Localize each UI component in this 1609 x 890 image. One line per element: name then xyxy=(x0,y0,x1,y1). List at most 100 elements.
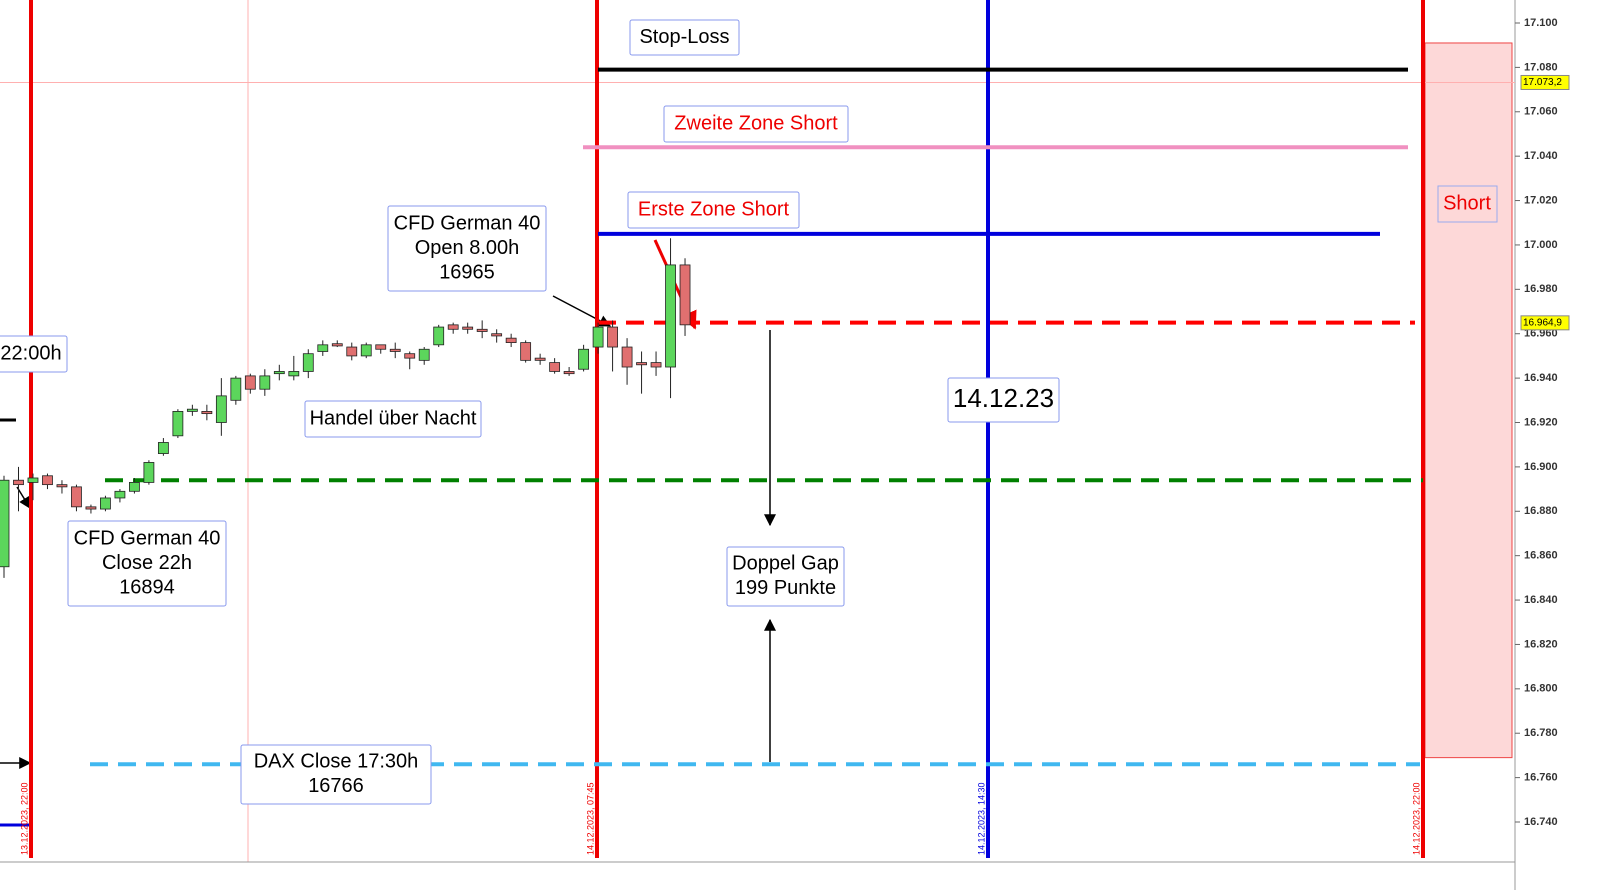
candle-body xyxy=(636,362,647,366)
annotation-text: Erste Zone Short xyxy=(638,198,790,220)
candle-body xyxy=(346,346,358,357)
candle-body xyxy=(578,348,589,370)
price-label-box xyxy=(1520,74,1570,90)
candle-body xyxy=(157,442,169,454)
annotation-box xyxy=(947,377,1060,423)
short-zone xyxy=(1424,42,1513,759)
candle-body xyxy=(100,497,111,510)
candle-body xyxy=(129,482,140,492)
candle-body xyxy=(302,353,314,372)
candle-body xyxy=(418,348,430,361)
annotation-text: Handel über Nacht xyxy=(310,407,477,429)
annotation-text: DAX Close 17:30h xyxy=(254,751,419,773)
candle-body xyxy=(172,411,184,437)
candle-body xyxy=(0,479,10,568)
candle-body xyxy=(389,348,401,352)
candle-body xyxy=(215,395,227,423)
annotation-text: 16965 xyxy=(439,261,495,283)
candle-body xyxy=(505,337,517,343)
short-label-box xyxy=(1437,185,1498,223)
candle-body xyxy=(621,346,633,368)
price-label-box xyxy=(1520,315,1570,331)
candle-body xyxy=(650,362,662,368)
candle-body xyxy=(607,326,618,348)
candle-body xyxy=(476,328,488,332)
candle-body xyxy=(230,377,242,401)
y-tick-label: 16.800 xyxy=(1524,683,1558,695)
price-label: 16.964,9 xyxy=(1523,317,1562,328)
annotation-box xyxy=(627,191,800,229)
candle-body xyxy=(244,375,256,390)
arrow xyxy=(16,486,31,510)
candle-body xyxy=(273,371,285,375)
annotation-text: 16894 xyxy=(119,576,175,598)
candle-body xyxy=(462,326,474,330)
time-marker-label: 14.12.2023, 07:45 xyxy=(585,782,595,855)
annotation-text: 14.12.23 xyxy=(953,383,1054,413)
price-label: 17.073,2 xyxy=(1523,77,1562,88)
y-tick-label: 16.780 xyxy=(1524,727,1558,739)
candle-body xyxy=(71,486,82,508)
annotation-text: Close 22h xyxy=(102,552,192,574)
annotation-box xyxy=(304,400,482,438)
candle-body xyxy=(201,411,213,415)
candle-body xyxy=(317,344,329,352)
y-tick-label: 16.740 xyxy=(1524,816,1558,828)
candle-body xyxy=(27,477,39,483)
candle-body xyxy=(520,342,532,361)
time-marker-label: 14.12.2023, 14:30 xyxy=(976,782,986,855)
y-tick-label: 16.940 xyxy=(1524,372,1558,384)
candle-body xyxy=(549,362,561,372)
time-marker-label: 13.12.2023, 22:00 xyxy=(19,782,29,855)
annotation-box xyxy=(726,546,845,607)
annotation-box xyxy=(663,105,849,143)
y-tick-label: 16.760 xyxy=(1524,772,1558,784)
candle-body xyxy=(85,506,97,510)
short-label: Short xyxy=(1443,192,1491,214)
candle-body xyxy=(447,324,459,330)
annotation-box xyxy=(629,19,740,56)
candle-body xyxy=(360,344,372,357)
y-tick-label: 16.840 xyxy=(1524,594,1558,606)
y-tick-label: 17.000 xyxy=(1524,239,1558,251)
candle-body xyxy=(259,375,271,390)
annotation-text: Zweite Zone Short xyxy=(674,112,838,134)
candle-body xyxy=(491,333,503,337)
candle-body xyxy=(592,326,604,348)
candle-body xyxy=(186,408,198,412)
annotation-box xyxy=(0,335,68,373)
candle-body xyxy=(143,462,155,483)
candle-body xyxy=(42,475,53,486)
candle-body xyxy=(13,479,24,486)
annotation-text: 22:00h xyxy=(0,342,61,364)
annotation-text: CFD German 40 xyxy=(74,527,221,549)
annotation-text: Open 8.00h xyxy=(415,237,520,259)
annotation-text: CFD German 40 xyxy=(394,212,541,234)
candle-body xyxy=(433,326,445,346)
candle-body xyxy=(679,264,691,326)
y-tick-label: 17.060 xyxy=(1524,106,1558,118)
candle-body xyxy=(375,344,387,350)
candle-body xyxy=(56,484,68,488)
candle-body xyxy=(288,371,300,377)
annotation-text: Stop-Loss xyxy=(639,26,729,48)
y-tick-label: 17.100 xyxy=(1524,17,1558,29)
candle-body xyxy=(114,490,126,499)
y-tick-label: 16.960 xyxy=(1524,328,1558,340)
y-tick-label: 16.820 xyxy=(1524,638,1558,650)
y-tick-label: 17.040 xyxy=(1524,150,1558,162)
candle-body xyxy=(404,353,416,359)
candle-body xyxy=(665,264,676,368)
y-tick-label: 17.020 xyxy=(1524,194,1558,206)
annotation-box xyxy=(387,205,547,292)
time-marker-label: 14.12.2023, 22:00 xyxy=(1411,782,1421,855)
candle-body xyxy=(563,371,575,375)
y-tick-label: 16.980 xyxy=(1524,283,1558,295)
annotation-box xyxy=(240,744,432,805)
candle-body xyxy=(331,343,343,347)
y-tick-label: 16.900 xyxy=(1524,461,1558,473)
y-tick-label: 16.920 xyxy=(1524,416,1558,428)
annotation-box xyxy=(67,520,227,607)
annotation-text: 16766 xyxy=(308,775,364,797)
